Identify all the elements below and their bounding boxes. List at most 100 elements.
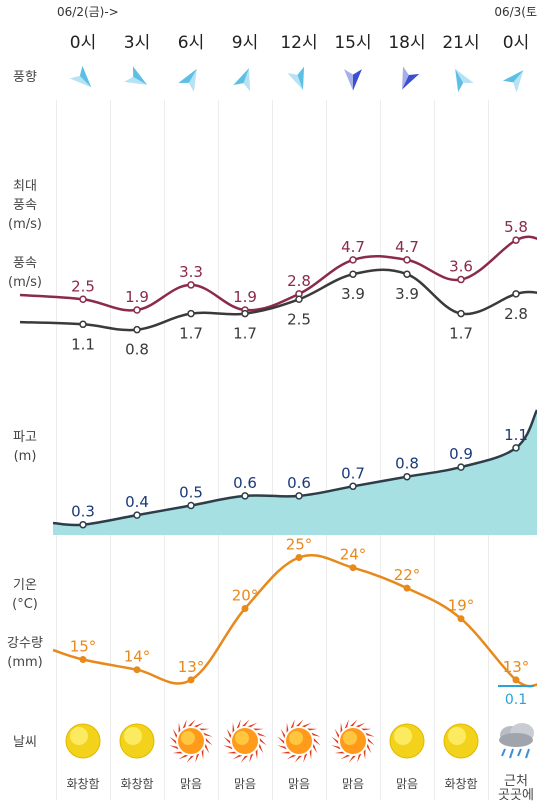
end-date: 06/3(토 (494, 5, 537, 19)
max-wind-point (512, 236, 520, 244)
wave-value-label: 0.5 (179, 484, 203, 502)
temperature-value-label: 24° (340, 546, 367, 564)
column-gridline (272, 100, 273, 800)
temperature-line (52, 553, 537, 688)
wave-point (133, 511, 141, 519)
hour-label: 15시 (334, 33, 372, 53)
wind-arrow-icon (120, 62, 154, 96)
max-wind-point (349, 256, 357, 264)
temperature-label-line1: 기온 (13, 578, 37, 593)
wave-point (295, 492, 303, 500)
wind-speed-point (295, 295, 303, 303)
weather-condition-label: 맑음 (395, 777, 419, 791)
temperature-value-label: 25° (286, 536, 313, 554)
wind-speed-label-line1: 풍속 (13, 256, 37, 271)
wave-value-label: 0.3 (71, 503, 95, 521)
wind-speed-point (241, 309, 249, 318)
weather-condition-label: 화창함 (66, 777, 100, 791)
precipitation-label-line2: (mm) (7, 655, 43, 670)
wind-arrow-icon (66, 62, 100, 96)
wave-point (349, 482, 357, 491)
temperature-value-label: 15° (70, 638, 97, 656)
temperature-point (241, 605, 249, 612)
column-gridline (164, 100, 165, 800)
wave-label-line2: (m) (13, 449, 37, 464)
temperature-point (295, 554, 303, 561)
rain-cloud-icon (493, 718, 537, 764)
wind-arrow-icon (174, 62, 208, 96)
column-gridline (56, 100, 57, 800)
weather-condition-label: 맑음 (233, 777, 257, 791)
precipitation-label-line1: 강수량 (7, 636, 43, 651)
hour-label: 0시 (502, 33, 530, 53)
max-wind-label-line2: 풍속 (13, 198, 37, 213)
sunny-icon (330, 718, 376, 764)
max-wind-label: 최대 풍속 (m/s) (0, 177, 50, 234)
wind-speed-value-label: 1.7 (449, 325, 473, 343)
column-gridline (488, 100, 489, 800)
wind-arrow-icon (336, 62, 370, 96)
cloudy-sun-icon (114, 718, 160, 764)
wave-point (241, 492, 249, 500)
temperature-point (457, 615, 465, 623)
hour-label: 21시 (442, 33, 480, 53)
max-wind-value-label: 2.5 (71, 277, 95, 295)
wind-speed-value-label: 1.7 (233, 325, 257, 343)
wave-value-label: 0.6 (287, 474, 311, 492)
weather-condition-label: 화창함 (120, 777, 154, 791)
wind-speed-label-line2: (m/s) (8, 275, 42, 290)
wind-speed-value-label: 0.8 (125, 341, 149, 359)
wind-speed-point (79, 320, 87, 329)
wave-value-label: 0.8 (395, 455, 419, 473)
wave-value-label: 0.4 (125, 493, 149, 511)
weather-condition-label: 근처 곳곳에 (498, 774, 534, 803)
hour-row: 0시 3시 6시 9시 12시 15시 18시 21시 0시 (0, 28, 537, 54)
max-wind-label-line3: (m/s) (8, 217, 42, 232)
max-wind-value-label: 3.6 (449, 258, 473, 276)
wave-point (79, 520, 87, 529)
precipitation-label: 강수량 (mm) (0, 634, 50, 672)
temperature-label-line2: (°C) (12, 597, 38, 612)
weather-condition-label: 화창함 (444, 777, 478, 791)
temperature-point (187, 676, 195, 684)
wind-arrow-icon (228, 62, 262, 96)
temperature-value-label: 20° (232, 587, 259, 605)
max-wind-value-label: 3.3 (179, 263, 203, 281)
max-wind-value-label: 2.8 (287, 272, 311, 290)
wind-arrow-icon (390, 62, 424, 96)
wave-area (53, 410, 537, 535)
wave-label-line1: 파고 (13, 430, 37, 445)
wind-arrow-icon (499, 62, 533, 96)
hour-label: 6시 (177, 33, 205, 53)
wind-speed-value-label: 1.7 (179, 325, 203, 343)
cloudy-sun-icon (438, 718, 484, 764)
wind-speed-value-label: 3.9 (395, 285, 419, 303)
wave-point (187, 501, 195, 510)
hour-label: 12시 (280, 33, 318, 53)
wave-value-label: 1.1 (504, 426, 528, 444)
wind-speed-point (187, 309, 195, 318)
temperature-point (79, 656, 87, 663)
wave-point (512, 444, 520, 452)
wave-point (403, 472, 411, 481)
weather-label: 날씨 (13, 735, 37, 750)
wind-speed-value-label: 3.9 (341, 285, 365, 303)
wave-value-label: 0.9 (449, 445, 473, 463)
date-header: 06/2(금)-> 06/3(토 (0, 0, 537, 22)
hour-label: 18시 (388, 33, 426, 53)
max-wind-value-label: 1.9 (125, 288, 149, 306)
wind-speed-value-label: 2.8 (504, 305, 528, 323)
weather-condition-label: 맑음 (341, 777, 365, 791)
precipitation-value-label: 0.1 (505, 692, 527, 708)
precipitation-bar (498, 685, 534, 687)
temperature-point (512, 676, 520, 684)
temperature-value-label: 13° (503, 658, 530, 676)
wind-speed-value-label: 1.1 (71, 335, 95, 353)
temperature-point (349, 564, 357, 572)
max-wind-point (457, 275, 465, 284)
wave-point (457, 463, 465, 471)
wind-arrow-icon (444, 62, 478, 96)
column-gridline (434, 100, 435, 800)
sunny-icon (276, 718, 322, 764)
